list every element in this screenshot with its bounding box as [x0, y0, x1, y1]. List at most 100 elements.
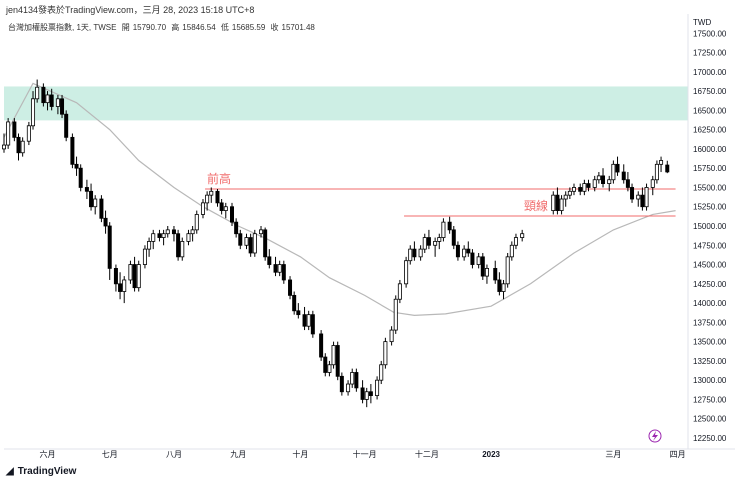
y-tick-label: 16000.00	[693, 145, 727, 154]
candles-layer	[2, 79, 670, 408]
x-tick-label: 2023	[482, 450, 500, 459]
candle-body	[93, 198, 98, 208]
candle-body	[26, 125, 31, 142]
candle-body	[451, 229, 456, 246]
low-value: 15685.59	[231, 23, 266, 32]
candle-body	[267, 256, 272, 265]
low-label: 低	[220, 23, 229, 32]
candle-body	[375, 379, 380, 397]
candle-body	[551, 194, 556, 211]
candle-body	[244, 237, 249, 246]
candle-body	[650, 179, 655, 188]
candle-body	[418, 248, 423, 258]
open-label: 開	[121, 23, 130, 32]
y-tick-label: 13750.00	[693, 318, 727, 327]
candle-body	[248, 237, 253, 254]
candle-body	[433, 241, 438, 246]
candle-body	[497, 279, 502, 292]
x-tick-label: 十二月	[415, 449, 439, 459]
candle-body	[292, 294, 297, 312]
candle-body	[306, 314, 311, 327]
y-tick-label: 12500.00	[693, 415, 727, 424]
open-value: 15790.70	[132, 23, 167, 32]
candle-body	[161, 233, 166, 238]
candle-body	[665, 164, 670, 173]
y-tick-label: 12250.00	[693, 434, 727, 443]
candle-body	[368, 391, 373, 396]
candle-body	[484, 267, 489, 277]
candle-body	[555, 194, 560, 211]
y-tick-label: 16500.00	[693, 106, 727, 115]
candle-body	[654, 163, 659, 181]
y-tick-label: 13500.00	[693, 338, 727, 347]
moving-average-layer	[3, 82, 676, 317]
high-label: 高	[171, 23, 180, 32]
y-tick-label: 14000.00	[693, 299, 727, 308]
candle-body	[493, 267, 498, 281]
candle-body	[455, 244, 460, 258]
candle-body	[209, 190, 214, 196]
overlay-layer	[648, 429, 662, 443]
candle-body	[263, 229, 268, 258]
candle-body	[408, 248, 413, 262]
candle-body	[393, 298, 398, 331]
candle-body	[331, 345, 336, 366]
level-label-1: 頸線	[524, 198, 548, 213]
candle-body	[35, 86, 40, 100]
candle-body	[354, 372, 359, 389]
candle-body	[171, 229, 176, 235]
candle-body	[607, 179, 612, 184]
x-tick-label: 四月	[670, 450, 686, 459]
y-tick-label: 13000.00	[693, 376, 727, 385]
y-tick-label: 14750.00	[693, 241, 727, 250]
candle-body	[462, 248, 467, 258]
y-tick-label: 16750.00	[693, 87, 727, 96]
candle-body	[480, 256, 485, 277]
x-tick-label: 九月	[230, 450, 246, 459]
candle-body	[379, 364, 384, 381]
candle-body	[142, 248, 147, 265]
x-tick-label: 八月	[166, 450, 182, 459]
candle-body	[630, 187, 635, 200]
candle-body	[335, 345, 340, 377]
moving-average-line	[3, 82, 676, 317]
candle-body	[567, 190, 572, 196]
candle-body	[559, 198, 564, 211]
candle-body	[346, 383, 351, 393]
tradingview-brand[interactable]: ◢ TradingView	[6, 466, 76, 477]
y-tick-label: 17500.00	[693, 29, 727, 38]
y-tick-label: 17000.00	[693, 68, 727, 77]
candle-body	[441, 221, 446, 238]
candle-body	[470, 252, 475, 265]
y-tick-label: 14250.00	[693, 280, 727, 289]
candle-body	[151, 233, 156, 242]
y-tick-label: 15500.00	[693, 183, 727, 192]
candle-body	[476, 256, 481, 265]
candle-body	[323, 356, 328, 373]
candle-body	[165, 229, 170, 235]
candle-body	[302, 314, 307, 327]
candle-body	[74, 163, 79, 169]
candle-body	[625, 179, 630, 188]
close-value: 15701.48	[281, 23, 315, 32]
symbol-label: 台灣加權股票指數, 1天, TWSE	[8, 23, 117, 32]
candle-body	[563, 194, 568, 200]
candle-body	[644, 187, 649, 208]
symbol-legend: 台灣加權股票指數, 1天, TWSE 開 15790.70 高 15846.54 低…	[8, 22, 318, 33]
candle-body	[505, 256, 510, 285]
y-tick-label: 12750.00	[693, 395, 727, 404]
candle-body	[578, 187, 583, 192]
candle-body	[107, 225, 112, 269]
candle-body	[636, 194, 641, 200]
candle-body	[64, 113, 69, 138]
candle-body	[219, 202, 224, 211]
y-tick-label: 15750.00	[693, 164, 727, 173]
candle-body	[223, 206, 228, 211]
candle-body	[186, 233, 191, 242]
candle-body	[615, 163, 620, 173]
candle-body	[70, 136, 75, 165]
candle-body	[404, 260, 409, 285]
candle-body	[55, 98, 60, 107]
candle-body	[640, 194, 645, 208]
